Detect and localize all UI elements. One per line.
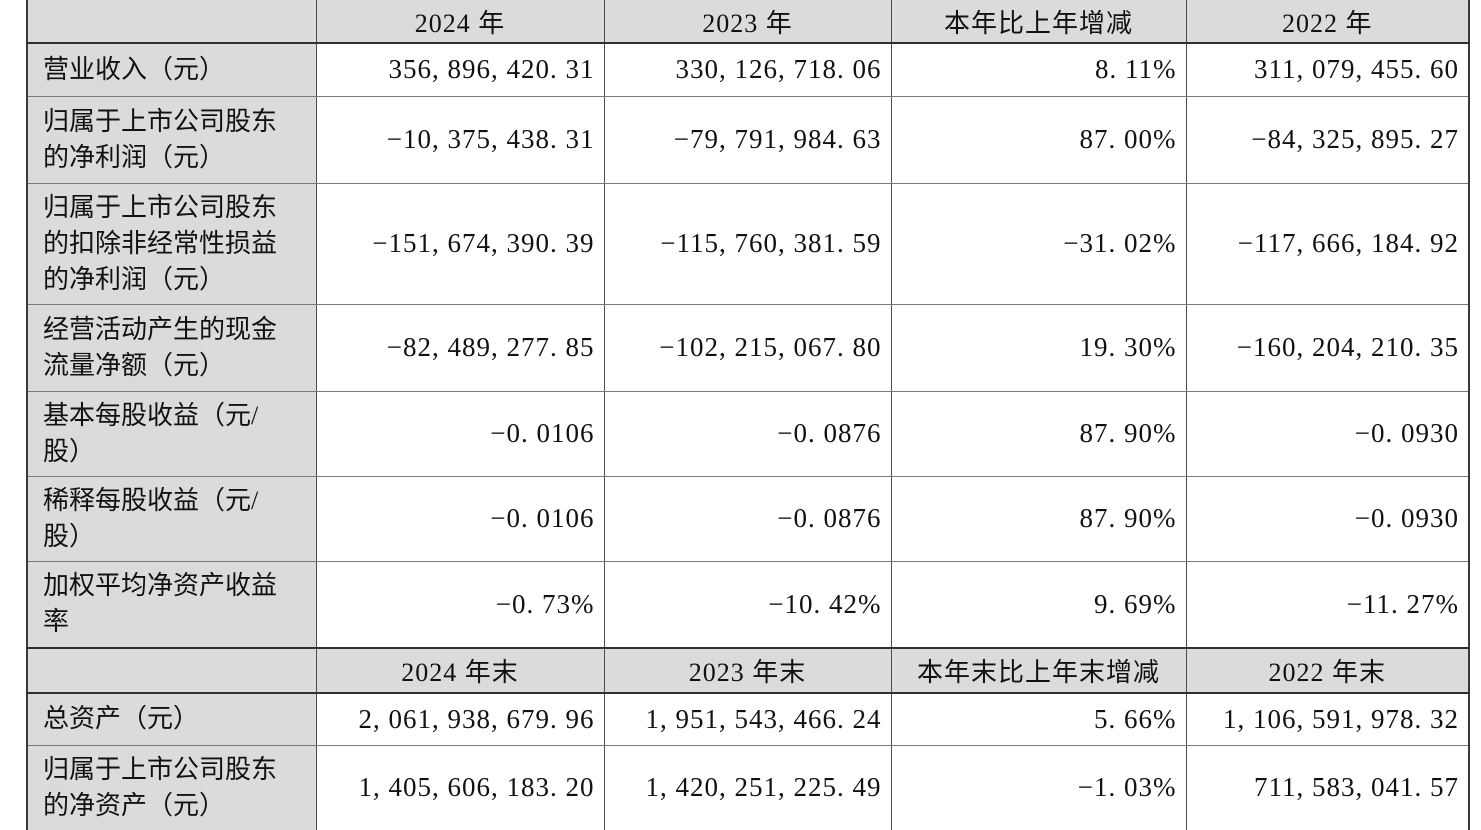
table-row-total-assets: 总资产（元） 2, 061, 938, 679. 96 1, 951, 543,… <box>26 692 1470 746</box>
table-row-operating-cash-flow: 经营活动产生的现金 流量净额（元） −82, 489, 277. 85 −102… <box>26 303 1470 392</box>
header-2024-end: 2024 年末 <box>315 647 605 694</box>
cell-2022: −160, 204, 210. 35 <box>1185 303 1470 392</box>
cell-2022: 711, 583, 041. 57 <box>1185 744 1470 830</box>
header-2022: 2022 年 <box>1185 0 1470 44</box>
cell-2024: 356, 896, 420. 31 <box>315 42 605 97</box>
cell-2022: −0. 0930 <box>1185 475 1470 562</box>
financial-summary-table: 2024 年 2023 年 本年比上年增减 2022 年 营业收入（元） 356… <box>26 0 1470 830</box>
cell-change: −31. 02% <box>890 182 1187 305</box>
header-blank-cell <box>26 647 317 694</box>
row-label: 稀释每股收益（元/ 股） <box>26 475 317 562</box>
cell-change: 19. 30% <box>890 303 1187 392</box>
header-2023: 2023 年 <box>603 0 892 44</box>
table-row-net-profit-excl-nonrecurring: 归属于上市公司股东 的扣除非经常性损益 的净利润（元） −151, 674, 3… <box>26 182 1470 305</box>
header-2022-end: 2022 年末 <box>1185 647 1470 694</box>
cell-change: −1. 03% <box>890 744 1187 830</box>
cell-2024: 1, 405, 606, 183. 20 <box>315 744 605 830</box>
header-blank-cell <box>26 0 317 44</box>
row-label: 归属于上市公司股东 的净利润（元） <box>26 95 317 184</box>
cell-2024: 2, 061, 938, 679. 96 <box>315 692 605 746</box>
row-label: 基本每股收益（元/ 股） <box>26 390 317 477</box>
cell-2023: −0. 0876 <box>603 390 892 477</box>
table-row-diluted-eps: 稀释每股收益（元/ 股） −0. 0106 −0. 0876 87. 90% −… <box>26 475 1470 562</box>
cell-change: 5. 66% <box>890 692 1187 746</box>
row-label: 经营活动产生的现金 流量净额（元） <box>26 303 317 392</box>
cell-2023: −79, 791, 984. 63 <box>603 95 892 184</box>
table-row-net-profit: 归属于上市公司股东 的净利润（元） −10, 375, 438. 31 −79,… <box>26 95 1470 184</box>
table-row-basic-eps: 基本每股收益（元/ 股） −0. 0106 −0. 0876 87. 90% −… <box>26 390 1470 477</box>
row-label: 总资产（元） <box>26 692 317 746</box>
table-row-weighted-avg-roe: 加权平均净资产收益 率 −0. 73% −10. 42% 9. 69% −11.… <box>26 560 1470 649</box>
period-header-row: 2024 年 2023 年 本年比上年增减 2022 年 <box>26 0 1470 44</box>
cell-2024: −0. 0106 <box>315 475 605 562</box>
header-2024: 2024 年 <box>315 0 605 44</box>
cell-2023: −115, 760, 381. 59 <box>603 182 892 305</box>
cell-change: 87. 90% <box>890 475 1187 562</box>
cell-2024: −10, 375, 438. 31 <box>315 95 605 184</box>
cell-2022: 311, 079, 455. 60 <box>1185 42 1470 97</box>
cell-2022: −117, 666, 184. 92 <box>1185 182 1470 305</box>
cell-2022: −84, 325, 895. 27 <box>1185 95 1470 184</box>
cell-2023: −102, 215, 067. 80 <box>603 303 892 392</box>
table-row-revenue: 营业收入（元） 356, 896, 420. 31 330, 126, 718.… <box>26 42 1470 97</box>
cell-2023: 330, 126, 718. 06 <box>603 42 892 97</box>
cell-2022: −0. 0930 <box>1185 390 1470 477</box>
row-label: 归属于上市公司股东 的扣除非经常性损益 的净利润（元） <box>26 182 317 305</box>
cell-2024: −0. 0106 <box>315 390 605 477</box>
cell-2024: −151, 674, 390. 39 <box>315 182 605 305</box>
cell-2023: 1, 420, 251, 225. 49 <box>603 744 892 830</box>
cell-change: 9. 69% <box>890 560 1187 649</box>
header-yoy-end-change: 本年末比上年末增减 <box>890 647 1187 694</box>
cell-2023: −0. 0876 <box>603 475 892 562</box>
row-label: 归属于上市公司股东 的净资产（元） <box>26 744 317 830</box>
cell-change: 87. 90% <box>890 390 1187 477</box>
cell-2022: 1, 106, 591, 978. 32 <box>1185 692 1470 746</box>
cell-2024: −82, 489, 277. 85 <box>315 303 605 392</box>
cell-2022: −11. 27% <box>1185 560 1470 649</box>
cell-change: 87. 00% <box>890 95 1187 184</box>
cell-change: 8. 11% <box>890 42 1187 97</box>
row-label: 营业收入（元） <box>26 42 317 97</box>
cell-2023: −10. 42% <box>603 560 892 649</box>
table-row-net-assets: 归属于上市公司股东 的净资产（元） 1, 405, 606, 183. 20 1… <box>26 744 1470 830</box>
header-2023-end: 2023 年末 <box>603 647 892 694</box>
period-end-header-row: 2024 年末 2023 年末 本年末比上年末增减 2022 年末 <box>26 647 1470 694</box>
row-label: 加权平均净资产收益 率 <box>26 560 317 649</box>
header-yoy-change: 本年比上年增减 <box>890 0 1187 44</box>
cell-2024: −0. 73% <box>315 560 605 649</box>
cell-2023: 1, 951, 543, 466. 24 <box>603 692 892 746</box>
